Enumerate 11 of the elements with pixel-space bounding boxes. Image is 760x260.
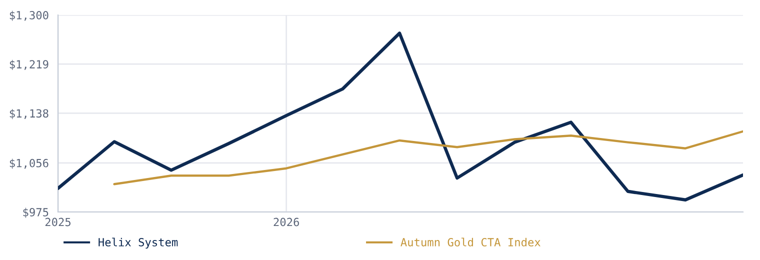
- y-tick-label: $1,138: [10, 109, 48, 120]
- x-tick-label: 2025: [45, 218, 70, 226]
- y-tick-label: $1,056: [10, 158, 48, 169]
- y-tick-label: $1,300: [10, 10, 48, 21]
- line-series: [58, 32, 743, 202]
- x-tick-label: 2026: [274, 218, 299, 226]
- legend-label: Autumn Gold CTA Index: [400, 238, 540, 246]
- line-series: [113, 130, 743, 186]
- y-tick-label: $975: [23, 208, 48, 218]
- legend-label: Helix System: [98, 238, 178, 249]
- y-tick-label: $1,219: [10, 60, 48, 70]
